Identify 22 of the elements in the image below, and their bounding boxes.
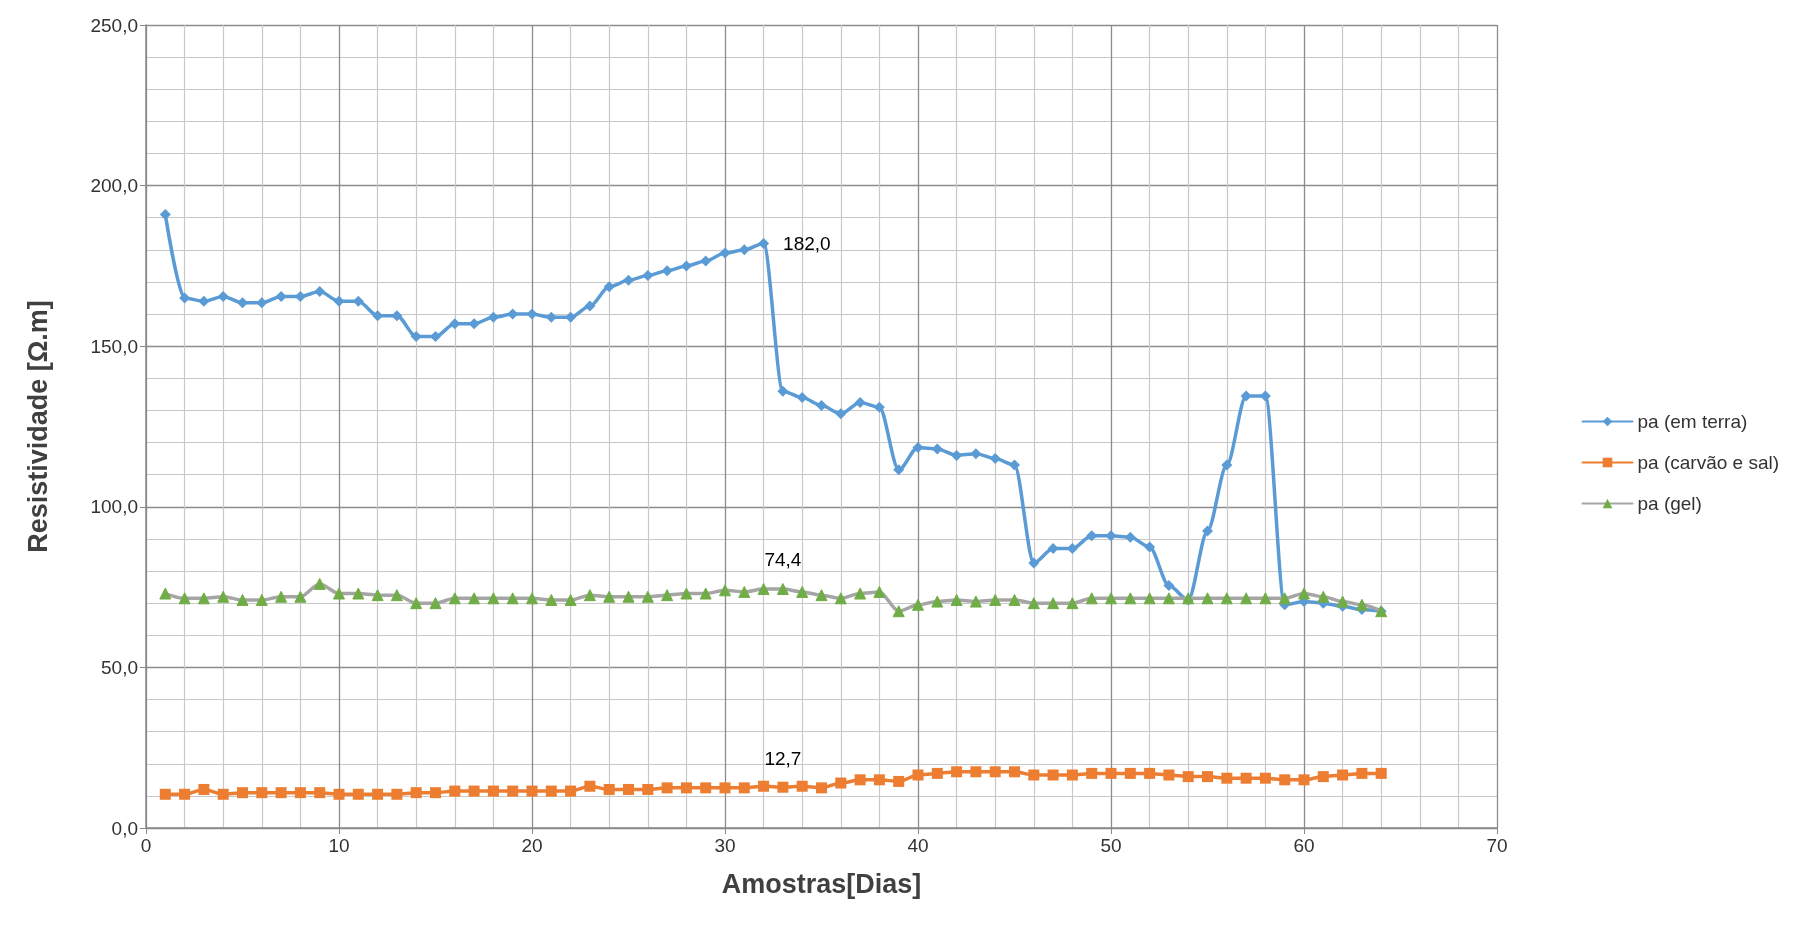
- y-axis-title: Resistividade [Ω.m]: [22, 300, 53, 553]
- data-label: 12,7: [764, 747, 802, 769]
- x-tick-label: 60: [1293, 835, 1315, 856]
- data-label: 74,4: [764, 549, 802, 571]
- x-axis-title: Amostras[Dias]: [721, 868, 922, 899]
- y-tick-label: 50,0: [101, 656, 138, 678]
- y-tick-label: 250,0: [90, 14, 138, 36]
- x-tick-label: 50: [1100, 835, 1122, 856]
- y-tick-label: 150,0: [90, 335, 138, 357]
- data-label: 182,0: [783, 232, 831, 254]
- x-tick-label: 40: [907, 835, 929, 856]
- y-tick-label: 200,0: [90, 175, 138, 197]
- x-tick-label: 0: [140, 835, 152, 856]
- legend-label: pa (carvão e sal): [1637, 452, 1780, 473]
- x-tick-label: 20: [521, 835, 543, 856]
- x-tick-label: 10: [328, 835, 350, 856]
- x-tick-label: 70: [1486, 835, 1508, 856]
- legend-label: pa (em terra): [1637, 411, 1748, 432]
- legend-label: pa (gel): [1637, 493, 1702, 514]
- x-tick-label: 30: [714, 835, 736, 856]
- y-tick-label: 0,0: [111, 817, 138, 839]
- y-tick-label: 100,0: [90, 496, 138, 518]
